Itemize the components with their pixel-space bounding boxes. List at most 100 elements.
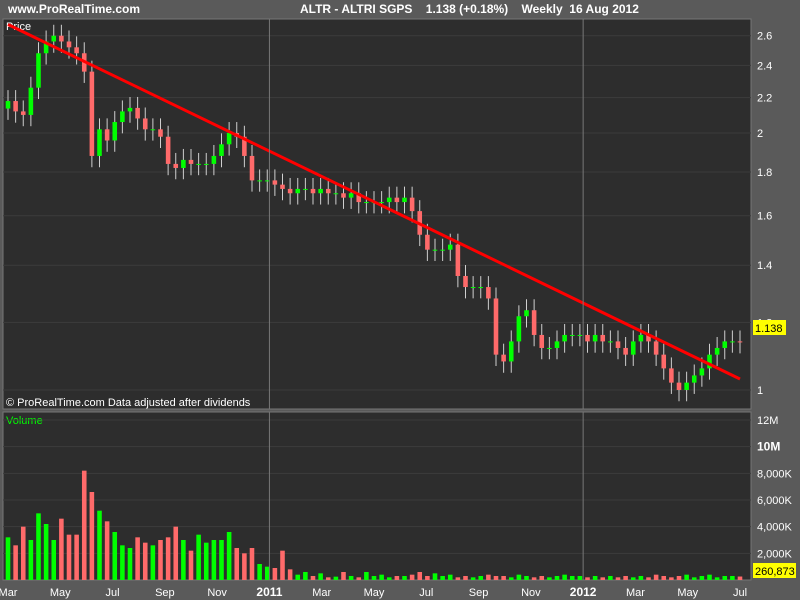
candle-body: [669, 368, 674, 383]
volume-bar: [432, 573, 438, 580]
candle-body: [104, 129, 110, 141]
volume-bar: [501, 576, 506, 580]
volume-axis: 12M 10M 8,000K 6,000K 4,000K 2,000K: [757, 415, 793, 560]
volume-bar: [242, 553, 247, 580]
volume-bar: [470, 577, 476, 580]
candle-body: [5, 101, 11, 109]
x-tick-label: 2011: [256, 585, 282, 599]
candle-body: [470, 287, 476, 289]
price-tick-label: 1.6: [757, 211, 772, 223]
x-tick-label: Nov: [521, 587, 541, 599]
candle-body: [43, 41, 49, 54]
candle-body: [348, 193, 354, 198]
candle-body: [524, 310, 529, 317]
volume-bar: [592, 576, 598, 580]
volume-bar: [135, 537, 140, 580]
volume-bar: [211, 540, 217, 580]
volume-bar: [569, 576, 575, 580]
candle-body: [425, 234, 430, 250]
volume-bar: [303, 572, 308, 580]
candle-body: [562, 334, 567, 342]
volume-bar: [295, 574, 301, 580]
site-name[interactable]: www.ProRealTime.com: [8, 2, 141, 16]
volume-bar: [714, 577, 720, 580]
volume-bar: [585, 577, 590, 580]
candle-body: [249, 155, 255, 181]
candle-body: [158, 129, 163, 137]
volume-bar: [516, 574, 522, 580]
candle-body: [74, 47, 79, 54]
candle-body: [325, 188, 331, 194]
volume-bar: [562, 574, 567, 580]
volume-bar: [600, 577, 606, 580]
x-tick-label: Sep: [469, 587, 489, 599]
volume-bar: [676, 576, 682, 580]
last-price-value: 1.138: [755, 323, 783, 335]
volume-bars: [5, 470, 743, 580]
candle-body: [242, 136, 247, 156]
candle-body: [28, 87, 34, 115]
volume-tick-label: 12M: [757, 415, 778, 427]
candle-body: [554, 341, 560, 348]
candle-body: [356, 193, 362, 203]
candle-body: [440, 249, 445, 251]
volume-bar: [13, 545, 18, 580]
volume-bar: [577, 576, 583, 580]
candle-body: [585, 334, 590, 342]
candle-body: [653, 341, 659, 355]
candle-body: [714, 347, 720, 355]
volume-bar: [51, 540, 57, 580]
volume-bar: [707, 574, 712, 580]
last-volume-tag: [753, 563, 796, 578]
volume-bar: [120, 545, 125, 580]
volume-bar: [325, 577, 331, 580]
volume-bar: [615, 577, 621, 580]
candle-body: [409, 197, 415, 212]
candle-body: [203, 163, 209, 165]
candle-body: [257, 180, 262, 182]
candle-body: [97, 129, 102, 156]
candle-body: [722, 341, 728, 348]
candle-body: [173, 163, 179, 168]
x-tick-label: Sep: [155, 587, 175, 599]
candle-body: [447, 244, 453, 250]
x-tick-label: Nov: [207, 587, 227, 599]
volume-bar: [142, 542, 148, 580]
volume-panel: [2, 411, 752, 581]
volume-bar: [196, 534, 201, 580]
volume-bar: [158, 540, 163, 580]
candle-body: [577, 334, 583, 336]
candle-body: [333, 193, 339, 195]
volume-bar: [356, 577, 362, 580]
volume-bar: [493, 576, 499, 580]
volume-bar: [66, 534, 72, 580]
volume-bar: [463, 576, 468, 580]
volume-bar: [531, 577, 537, 580]
candle-body: [455, 244, 461, 276]
candle-body: [112, 122, 118, 141]
volume-bar: [341, 572, 346, 580]
volume-bar: [219, 540, 224, 580]
volume-bar: [28, 540, 34, 580]
volume-bar: [333, 576, 339, 580]
candle-body: [364, 202, 369, 204]
volume-tick-label: 6,000K: [757, 495, 793, 507]
volume-bar: [722, 576, 728, 580]
volume-bar: [43, 524, 49, 580]
time-axis: Mar May Jul Sep Nov 2011 Mar May Jul Sep Nov 2012 Ma…: [0, 19, 747, 599]
volume-bar: [508, 577, 514, 580]
volume-bar: [165, 537, 171, 580]
volume-bar: [20, 526, 26, 580]
candle-body: [20, 111, 26, 115]
x-tick-label: 2012: [570, 585, 597, 599]
trendline: [7, 23, 741, 381]
candle-body: [394, 197, 400, 203]
candle-body: [341, 193, 346, 198]
volume-bar: [684, 574, 689, 580]
volume-bar: [226, 532, 232, 580]
candle-body: [13, 101, 18, 112]
volume-bar: [653, 574, 659, 580]
volume-bar: [386, 577, 392, 580]
volume-bar: [379, 574, 384, 580]
